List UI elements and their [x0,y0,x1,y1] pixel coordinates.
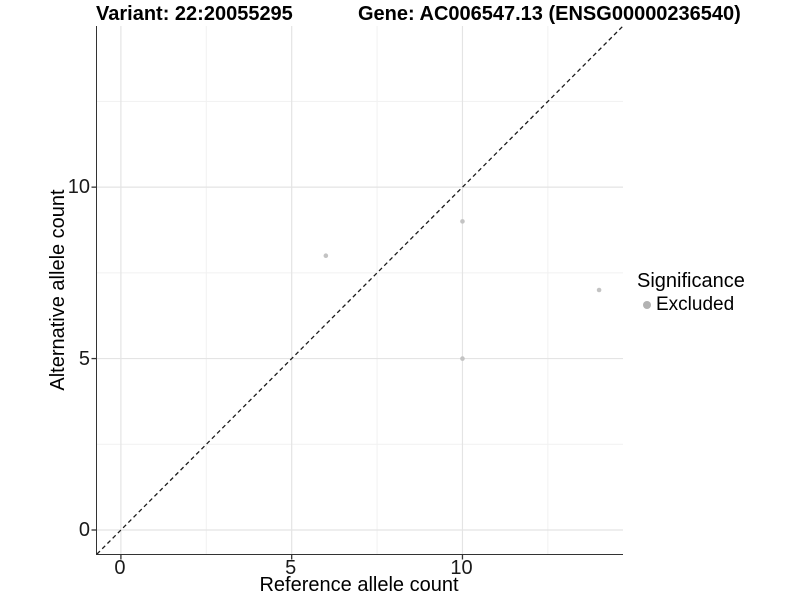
legend-item-excluded: Excluded [637,295,745,315]
plot-panel [91,25,624,560]
y-axis-title: Alternative allele count [47,189,69,391]
data-point [460,219,465,224]
plot-title-variant: Variant: 22:20055295 [96,3,293,25]
identity-dashed-line [96,25,624,555]
plot-title-gene: Gene: AC006547.13 (ENSG00000236540) [358,3,741,25]
x-tick-label: 0 [114,557,126,579]
x-tick-label: 10 [450,557,473,579]
y-tick-label: 0 [78,519,90,541]
x-tick-label: 5 [285,557,297,579]
data-point [460,356,465,361]
legend-title: Significance [637,270,745,292]
legend-key-dot [643,301,651,309]
legend-item-label: Excluded [656,294,735,315]
y-tick-label: 5 [78,347,90,370]
legend: Significance Excluded [637,270,745,315]
data-point [596,287,602,293]
data-point [323,253,329,259]
y-tick-label: 10 [67,176,90,199]
x-axis-title: Reference allele count [259,574,459,596]
chart-canvas [91,25,624,560]
